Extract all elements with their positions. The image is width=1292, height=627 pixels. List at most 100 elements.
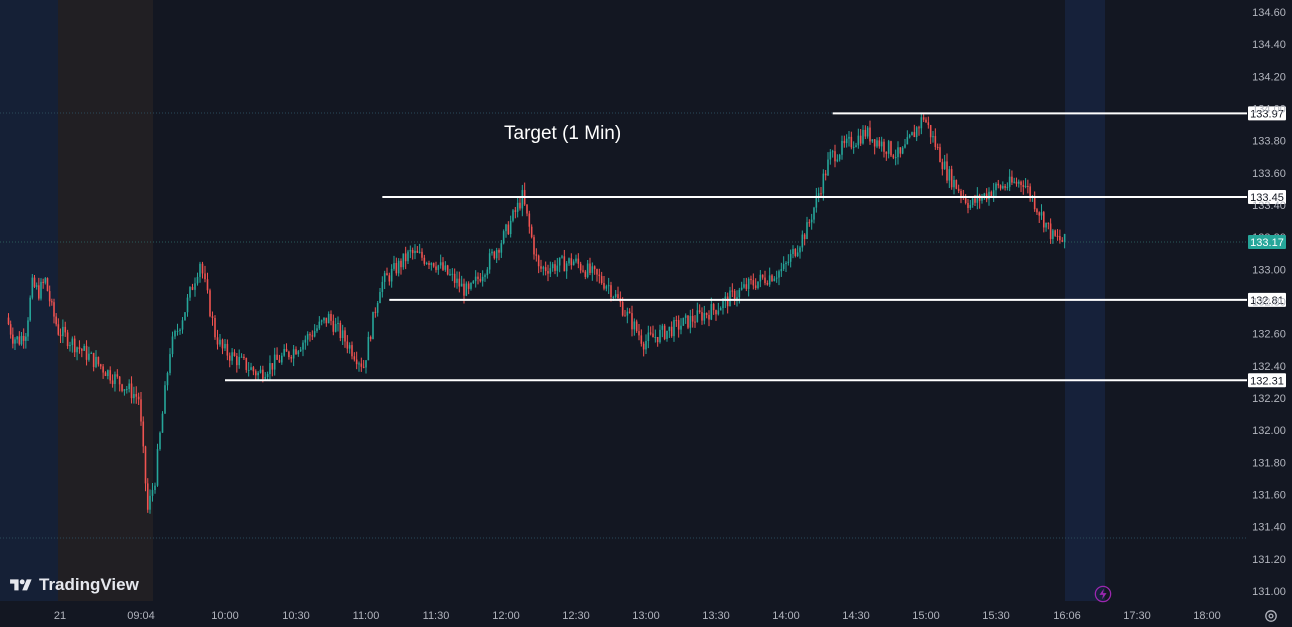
candle-body [598, 274, 601, 277]
candle-body [668, 326, 671, 331]
candle-body [184, 312, 186, 321]
candle-body [701, 312, 703, 321]
candle-body [773, 278, 776, 282]
candle-body [733, 290, 736, 301]
candle-body [16, 336, 18, 340]
candle-body [407, 251, 409, 262]
candle-body [414, 250, 416, 254]
gear-icon[interactable] [1263, 608, 1279, 624]
candle-body [292, 349, 295, 359]
candle-body [437, 265, 440, 270]
candle-body [204, 273, 206, 280]
candle-body [726, 296, 729, 307]
candle-body [179, 329, 181, 331]
candle-body [876, 140, 878, 147]
candle-body [42, 281, 44, 283]
candle-body [107, 370, 109, 377]
candle-body [927, 122, 930, 126]
candle-body [51, 301, 53, 303]
level-price-label: 132.81 [1250, 295, 1284, 307]
candle-body [467, 283, 470, 289]
y-tick-label: 134.40 [1252, 39, 1286, 51]
candle-body [759, 274, 762, 282]
candle-body [925, 119, 927, 123]
candle-body [111, 380, 114, 385]
candle-body [747, 278, 750, 289]
y-tick-label: 133.80 [1252, 136, 1286, 148]
candle-body [568, 258, 570, 264]
candle-body [369, 336, 372, 340]
candle-body [990, 191, 993, 197]
candle-body [862, 129, 864, 144]
candle-body [35, 285, 38, 287]
candle-body [309, 334, 311, 336]
candle-body [397, 260, 400, 274]
candle-body [519, 202, 521, 209]
candle-body [9, 324, 12, 335]
candle-body [1020, 181, 1022, 185]
y-tick-label: 134.00 [1252, 104, 1286, 116]
candle-body [281, 355, 283, 363]
candle-body [64, 326, 67, 333]
candle-body [95, 356, 97, 367]
candle-body [402, 253, 405, 268]
candle-body [551, 264, 554, 269]
candle-body [563, 256, 566, 272]
candle-body [477, 276, 479, 279]
candle-body [109, 370, 112, 381]
candle-body [144, 446, 147, 484]
candle-body [878, 140, 881, 147]
premarket-shade [58, 0, 153, 601]
candle-body [843, 140, 846, 144]
candle-body [1022, 184, 1025, 188]
candle-body [226, 343, 229, 356]
candle-body [801, 234, 804, 248]
lightning-icon[interactable] [1094, 585, 1112, 603]
candle-body [871, 139, 874, 142]
candle-body [642, 343, 645, 350]
candle-body [395, 263, 398, 274]
candle-body [610, 285, 612, 298]
candle-body [631, 313, 633, 330]
candle-body [151, 490, 154, 496]
candle-body [62, 326, 64, 337]
candle-body [102, 366, 104, 373]
candle-body [544, 267, 547, 272]
candle-body [306, 334, 309, 340]
candle-body [754, 285, 757, 289]
candle-body [69, 344, 71, 347]
candle-body [318, 321, 321, 329]
candle-body [941, 162, 944, 170]
x-tick-label: 13:30 [702, 610, 730, 622]
candle-body [516, 202, 519, 212]
candle-body [1061, 240, 1064, 242]
candle-body [386, 273, 388, 276]
candle-body [570, 258, 573, 266]
candle-body [495, 250, 498, 259]
candle-body [556, 265, 559, 271]
candle-body [960, 190, 962, 196]
candle-body [140, 399, 142, 422]
candle-body [577, 258, 580, 264]
candle-body [565, 263, 568, 272]
candle-body [829, 151, 832, 160]
candle-body [855, 145, 857, 147]
candle-body [810, 219, 813, 223]
y-tick-label: 131.00 [1252, 586, 1286, 598]
candle-body [418, 251, 421, 253]
level-price-tag [1248, 292, 1286, 307]
candle-body [201, 263, 204, 274]
candle-body [971, 198, 974, 205]
candle-body [596, 269, 598, 275]
candle-body [14, 339, 16, 344]
candle-body [196, 276, 199, 284]
candle-body [360, 363, 363, 367]
candle-body [456, 278, 458, 283]
candle-body [894, 157, 897, 159]
candle-body [66, 332, 69, 347]
candle-body [528, 213, 531, 227]
candle-body [719, 308, 722, 311]
candle-body [509, 220, 512, 235]
